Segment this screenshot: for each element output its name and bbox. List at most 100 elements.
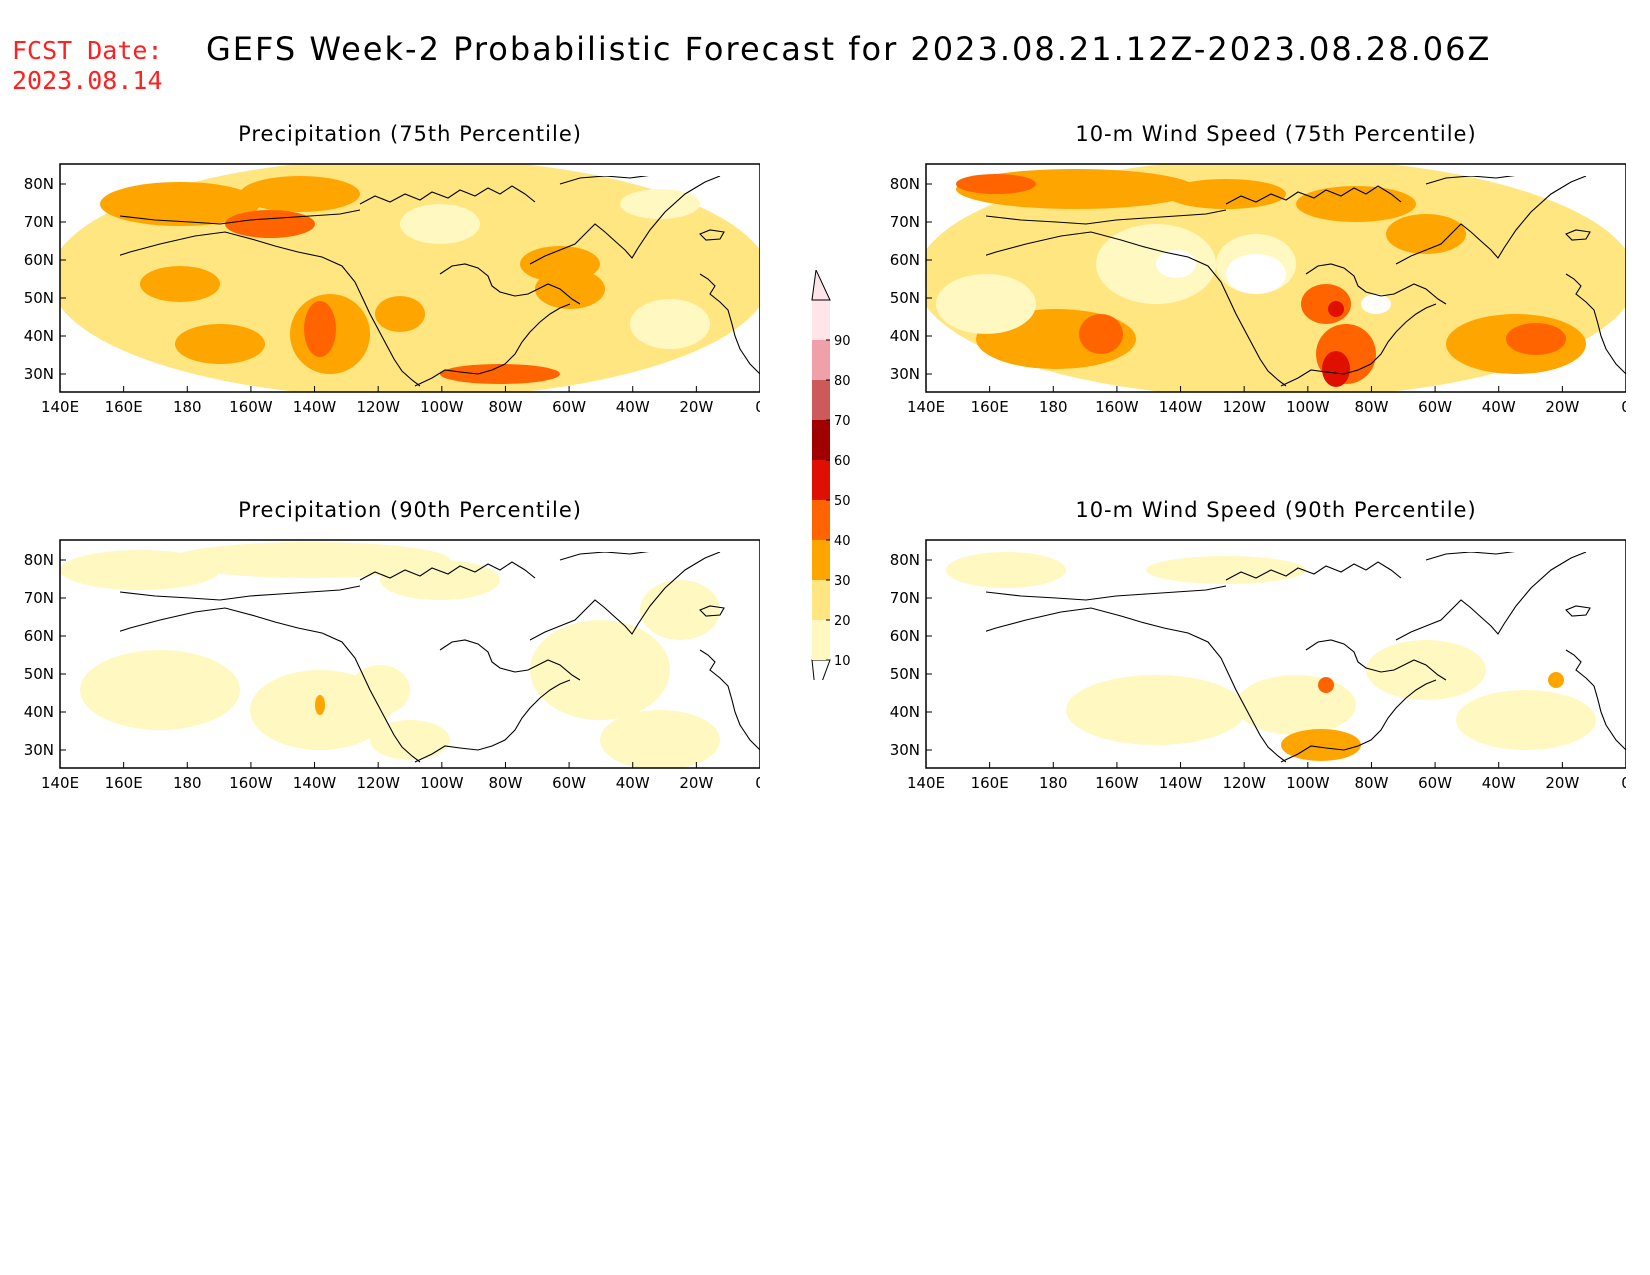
probability-region	[936, 274, 1036, 334]
x-tick-label: 160E	[105, 774, 143, 792]
x-tick-label: 120W	[356, 398, 400, 416]
x-tick-label: 120W	[1222, 774, 1266, 792]
x-tick-label: 80W	[1354, 398, 1388, 416]
map-frame	[925, 163, 1626, 393]
coastline	[699, 605, 725, 617]
x-tick-label: 140E	[907, 774, 945, 792]
probability-region	[380, 560, 500, 600]
coastline	[986, 585, 1227, 601]
coastline	[1425, 552, 1516, 561]
panel-title: 10-m Wind Speed (90th Percentile)	[1075, 498, 1477, 522]
coastline	[120, 209, 361, 225]
coastline	[1565, 273, 1626, 375]
x-tick-label: 140W	[293, 774, 337, 792]
x-tick-label: 160E	[971, 774, 1009, 792]
coastlines	[120, 552, 760, 763]
probability-region	[175, 324, 265, 364]
coastline	[359, 561, 536, 581]
probability-region	[225, 210, 315, 238]
coastline	[1565, 649, 1626, 751]
x-tick-label: 160E	[971, 398, 1009, 416]
probability-region	[375, 296, 425, 332]
y-tick-label: 60N	[890, 251, 920, 269]
y-tick-label: 50N	[890, 289, 920, 307]
x-tick-label: 20W	[679, 398, 713, 416]
x-tick-label: 100W	[1286, 398, 1330, 416]
x-tick-label: 80W	[488, 774, 522, 792]
colorbar-swatch	[812, 580, 830, 620]
probability-region	[520, 246, 600, 282]
panel-title: 10-m Wind Speed (75th Percentile)	[1075, 122, 1477, 146]
y-tick-label: 30N	[24, 365, 54, 383]
colorbar-swatch	[812, 340, 830, 380]
y-tick-label: 30N	[24, 741, 54, 759]
coastline	[1305, 639, 1447, 681]
probability-region	[1318, 677, 1334, 693]
colorbar-legend: 10 20 30 40 50 60 70 80 90	[811, 270, 851, 680]
probability-region	[1296, 186, 1416, 222]
colorbar-label: 20	[834, 614, 851, 629]
x-tick-label: 180	[173, 774, 202, 792]
map-frame	[925, 539, 1626, 769]
probability-region	[1281, 729, 1361, 761]
colorbar-swatch	[812, 500, 830, 540]
y-tick-label: 60N	[24, 251, 54, 269]
probability-region	[956, 174, 1036, 194]
x-tick-label: 160W	[229, 398, 273, 416]
y-tick-label: 70N	[890, 589, 920, 607]
coastline	[699, 229, 725, 241]
coastline	[1225, 561, 1402, 581]
probability-region	[315, 695, 325, 715]
panel-precip-90: Precipitation (90th Percentile) 140E 160E…	[0, 498, 760, 828]
x-tick-label: 60W	[1418, 398, 1452, 416]
probability-region	[1548, 672, 1564, 688]
colorbar-swatch	[812, 380, 830, 420]
map-plot: 140E 160E 180 160W 140W 120W 100W 80W 60W 40W 20W 0…	[24, 539, 760, 792]
coastline	[414, 679, 571, 763]
y-tick-label: 50N	[24, 665, 54, 683]
probability-region	[304, 301, 336, 357]
map-plot: 140E 160E 180 160W 140W 120W 100W 80W 60W 40W 20W 0…	[890, 539, 1626, 792]
y-tick-label: 80N	[24, 175, 54, 193]
probability-region	[1079, 314, 1123, 354]
y-tick-label: 30N	[890, 741, 920, 759]
probability-region	[100, 182, 260, 226]
colorbar-label: 50	[834, 494, 851, 509]
y-tick-label: 70N	[890, 213, 920, 231]
main-title: GEFS Week-2 Probabilistic Forecast for 2…	[206, 30, 1492, 68]
probability-region	[1301, 284, 1351, 324]
x-tick-label: 40W	[616, 398, 650, 416]
x-tick-label: 40W	[1482, 774, 1516, 792]
y-tick-label: 60N	[24, 627, 54, 645]
probability-region	[1322, 351, 1350, 387]
colorbar-swatch	[812, 300, 830, 340]
probability-region	[630, 299, 710, 349]
x-tick-label: 20W	[1545, 398, 1579, 416]
colorbar-label: 90	[834, 334, 851, 349]
probability-region	[600, 710, 720, 768]
probability-region	[170, 542, 450, 578]
coastline	[986, 209, 1227, 225]
x-tick-label: 120W	[356, 774, 400, 792]
coastline	[559, 176, 650, 185]
colorbar-label: 10	[834, 654, 851, 669]
x-tick-label: 0	[755, 398, 760, 416]
coastline	[439, 639, 581, 681]
y-tick-label: 60N	[890, 627, 920, 645]
probability-region	[1146, 556, 1306, 584]
coastline	[414, 303, 571, 387]
coastline	[1280, 303, 1437, 387]
coastline	[1305, 263, 1447, 305]
y-tick-label: 40N	[24, 703, 54, 721]
x-tick-label: 120W	[1222, 398, 1266, 416]
coastline	[986, 231, 1287, 387]
probability-region	[946, 552, 1066, 588]
forecast-date-value: 2023.08.14	[12, 66, 163, 95]
y-tick-label: 80N	[24, 551, 54, 569]
probability-region	[640, 580, 720, 640]
coastline	[699, 649, 760, 751]
y-tick-label: 40N	[890, 327, 920, 345]
coastline	[529, 176, 721, 265]
coastline	[120, 607, 421, 763]
colorbar-swatch	[812, 540, 830, 580]
